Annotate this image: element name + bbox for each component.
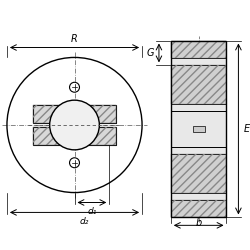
Polygon shape [171,58,226,65]
Polygon shape [171,193,226,200]
Text: G: G [146,48,154,58]
Polygon shape [193,126,205,132]
Polygon shape [171,104,226,111]
Text: E: E [244,124,250,134]
Polygon shape [33,105,116,123]
Polygon shape [171,147,226,154]
Text: d₁: d₁ [87,208,97,216]
Text: R: R [71,34,78,43]
Polygon shape [171,40,226,58]
Text: d₂: d₂ [80,218,89,226]
Polygon shape [171,200,226,218]
Polygon shape [33,127,116,145]
Circle shape [70,82,80,92]
Circle shape [50,100,99,150]
Polygon shape [171,65,226,104]
Polygon shape [171,154,226,193]
Text: b: b [196,218,202,228]
Polygon shape [171,111,226,147]
Circle shape [70,158,80,168]
